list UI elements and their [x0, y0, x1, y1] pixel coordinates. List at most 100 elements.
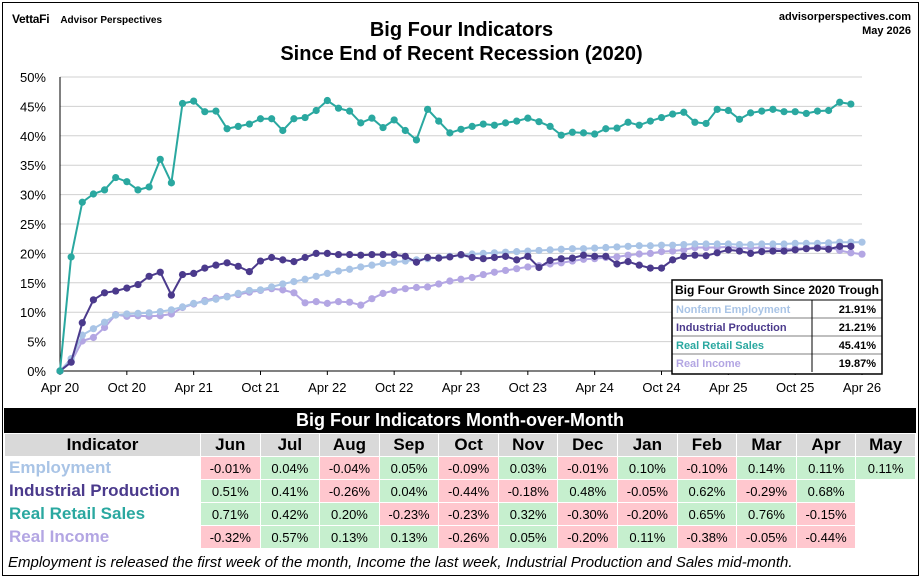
data-point-retail	[100, 186, 109, 194]
y-tick-label: 0%	[27, 364, 46, 379]
data-point-production	[234, 262, 242, 270]
data-point-production	[513, 256, 521, 264]
data-point-retail	[390, 116, 398, 124]
data-point-income	[379, 289, 387, 297]
mom-value-cell	[855, 479, 916, 503]
data-point-employment	[479, 249, 487, 257]
data-point-employment	[290, 278, 298, 286]
mom-value-cell: -0.20%	[557, 525, 619, 549]
data-point-retail	[579, 129, 588, 137]
data-point-production	[479, 255, 487, 263]
data-point-production	[579, 251, 588, 259]
data-point-employment	[747, 240, 755, 249]
data-point-production	[256, 257, 265, 265]
data-point-employment	[123, 310, 131, 318]
data-point-production	[780, 247, 788, 255]
summary-value: 19.87%	[839, 358, 877, 370]
data-point-retail	[490, 121, 499, 129]
data-point-production	[167, 291, 175, 299]
mom-value-cell: 0.03%	[497, 456, 559, 480]
data-point-employment	[312, 272, 320, 280]
x-tick-label: Apr 24	[576, 380, 614, 395]
data-point-employment	[334, 267, 343, 275]
summary-label: Real Retail Sales	[676, 340, 764, 352]
site-url: advisorperspectives.com	[778, 11, 911, 23]
data-point-retail	[89, 190, 98, 198]
data-point-retail	[535, 118, 543, 126]
summary-label: Nonfarm Employment	[676, 304, 791, 316]
table-row: Employment -0.01% 0.04% -0.04% 0.05% -0.09% 0.…	[4, 456, 916, 480]
y-tick-label: 50%	[20, 70, 46, 85]
x-tick-label: Apr 25	[709, 380, 747, 395]
data-point-retail	[446, 129, 454, 137]
mom-value-cell: -0.20%	[617, 502, 678, 526]
data-point-income	[646, 249, 654, 257]
data-point-retail	[669, 110, 677, 118]
data-point-retail	[568, 128, 576, 136]
data-point-production	[435, 254, 443, 262]
data-point-income	[669, 247, 677, 255]
data-point-employment	[245, 286, 253, 295]
brand-subtitle: Advisor Perspectives	[60, 15, 163, 26]
mom-value-cell: 0.62%	[676, 479, 738, 503]
data-point-retail	[635, 121, 643, 129]
mom-table: Indicator Jun Jul Aug Sep Oct Nov Dec Jan Feb Mar A…	[4, 433, 916, 549]
mom-value-cell: 0.41%	[259, 479, 321, 503]
data-point-retail	[791, 108, 799, 116]
header-month: Nov	[497, 433, 559, 457]
data-point-income	[100, 323, 109, 332]
x-tick-label: Apr 26	[843, 380, 881, 395]
data-point-production	[190, 269, 198, 277]
data-point-production	[100, 289, 109, 297]
data-point-retail	[290, 115, 298, 123]
data-point-retail	[813, 107, 822, 115]
data-point-retail	[346, 107, 354, 115]
mom-value-cell: 0.13%	[319, 525, 380, 549]
data-point-production	[145, 272, 153, 280]
data-point-income	[490, 268, 499, 276]
data-point-retail	[724, 106, 732, 115]
data-point-retail	[167, 179, 175, 187]
data-point-retail	[379, 123, 387, 132]
mom-value-cell: 0.68%	[795, 479, 857, 503]
data-point-retail	[479, 120, 487, 128]
mom-value-cell: 0.76%	[736, 502, 797, 526]
data-point-income	[435, 280, 443, 288]
data-point-production	[423, 253, 432, 262]
summary-label: Real Income	[676, 358, 741, 370]
data-point-retail	[67, 253, 75, 261]
data-point-income	[368, 295, 376, 303]
data-point-employment	[724, 240, 732, 248]
mom-value-cell: 0.10%	[617, 456, 678, 480]
y-tick-label: 20%	[20, 246, 46, 261]
data-point-employment	[323, 269, 331, 277]
mom-value-cell: 0.71%	[200, 502, 261, 526]
data-point-production	[401, 252, 409, 260]
data-point-retail	[56, 367, 64, 375]
data-point-employment	[178, 303, 187, 311]
data-point-retail	[713, 105, 721, 113]
data-point-retail	[234, 122, 242, 130]
data-point-employment	[156, 308, 164, 316]
data-point-production	[178, 270, 187, 279]
x-tick-label: Oct 25	[776, 380, 814, 395]
data-point-employment	[134, 309, 142, 317]
data-point-employment	[769, 240, 777, 248]
data-point-production	[156, 268, 164, 276]
header-month: Apr	[795, 433, 857, 457]
data-point-income	[357, 301, 365, 309]
data-point-retail	[557, 131, 565, 139]
x-tick-label: Oct 22	[375, 380, 413, 395]
data-point-employment	[112, 311, 120, 319]
data-point-retail	[256, 115, 265, 123]
header-month: Mar	[736, 433, 797, 457]
data-point-employment	[602, 243, 610, 252]
data-point-production	[457, 250, 465, 259]
x-tick-label: Oct 20	[108, 380, 146, 395]
data-point-income	[446, 277, 454, 285]
data-point-retail	[780, 108, 788, 116]
data-point-retail	[123, 178, 131, 186]
data-point-retail	[201, 108, 209, 116]
mom-value-cell: 0.04%	[259, 456, 321, 480]
data-point-production	[201, 264, 209, 272]
